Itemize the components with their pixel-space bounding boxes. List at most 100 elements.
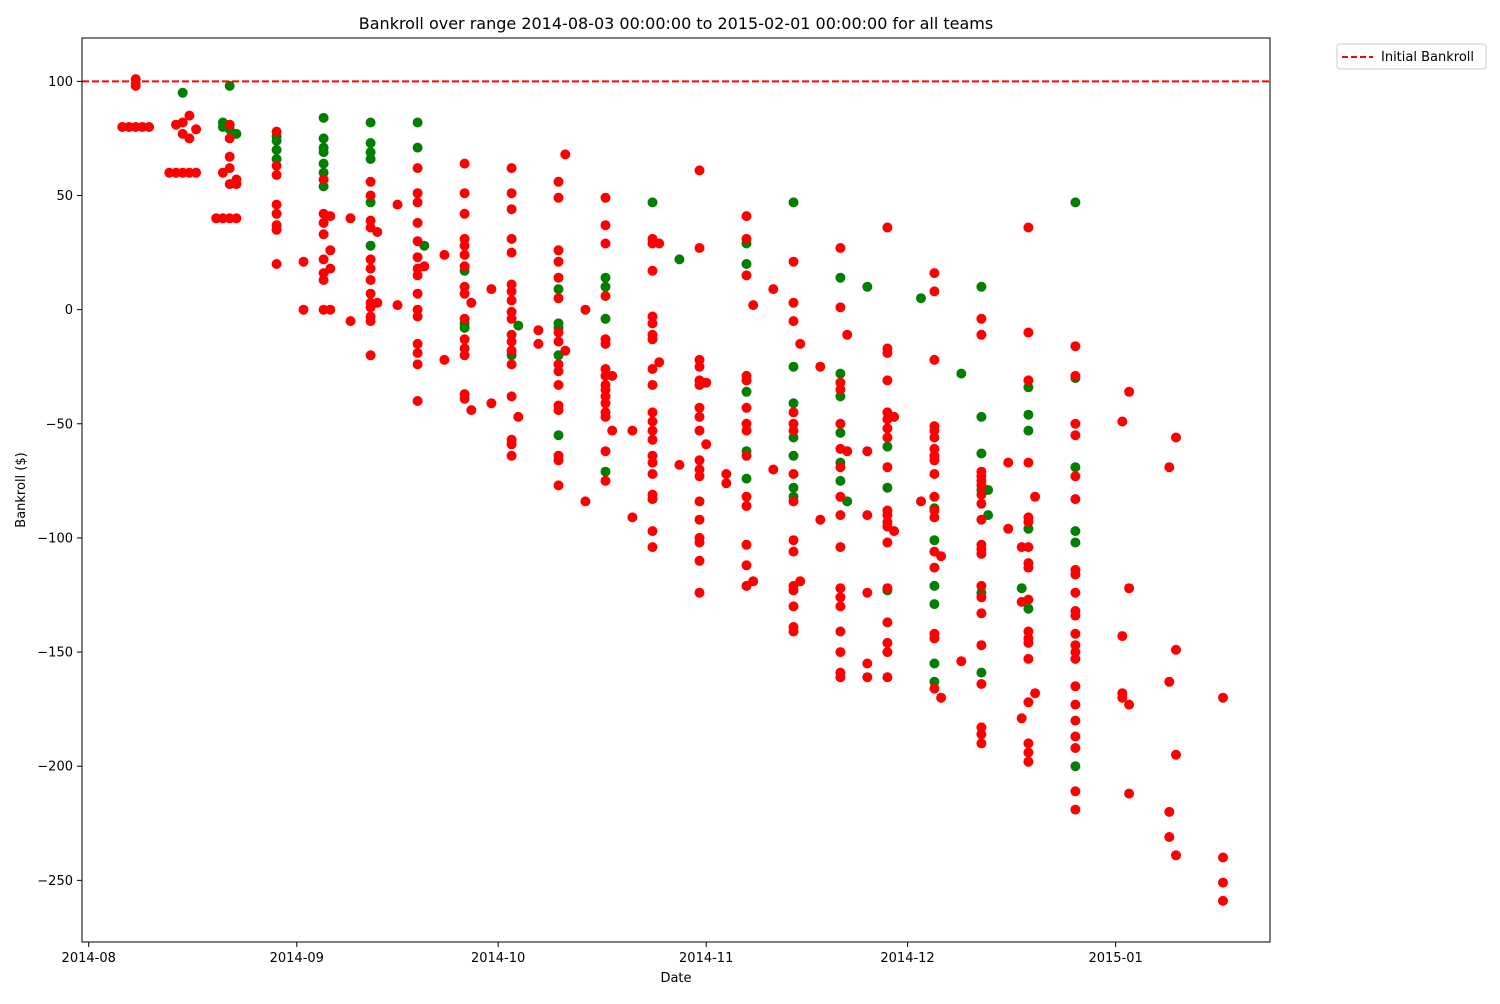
data-point-series1-316: [936, 551, 947, 562]
data-point-series1-88: [439, 249, 450, 260]
data-point-series1-153: [600, 291, 611, 301]
data-point-series1-393: [1124, 788, 1135, 799]
data-point-series1-160: [600, 391, 611, 402]
data-point-series1-133: [553, 256, 564, 267]
data-point-series0-63: [882, 482, 893, 493]
data-point-series1-98: [459, 288, 470, 299]
data-point-series1-352: [1023, 562, 1034, 573]
data-point-series1-402: [1218, 692, 1228, 703]
data-point-series0-68: [929, 535, 940, 546]
data-point-series1-172: [647, 265, 658, 276]
data-point-series1-400: [1171, 749, 1181, 760]
data-point-series1-201: [694, 425, 705, 436]
data-point-series1-72: [412, 163, 423, 174]
data-point-series1-180: [647, 416, 658, 427]
data-point-series1-189: [647, 542, 658, 553]
data-point-series1-365: [1070, 370, 1081, 381]
data-point-series1-320: [976, 329, 987, 340]
data-point-series1-212: [701, 439, 712, 450]
data-point-series1-173: [647, 311, 658, 322]
data-point-series1-215: [741, 211, 752, 222]
data-point-series1-190: [654, 238, 665, 249]
data-point-series1-360: [1023, 747, 1034, 758]
data-point-series1-258: [835, 462, 846, 473]
y-tick-label: −250: [37, 874, 73, 889]
data-point-series1-168: [627, 425, 638, 436]
data-point-series1-117: [506, 306, 517, 317]
data-point-series1-217: [741, 270, 752, 281]
data-point-series0-89: [1070, 462, 1081, 473]
data-point-series1-155: [600, 338, 611, 349]
data-point-series1-128: [533, 325, 544, 336]
data-point-series1-90: [459, 158, 470, 169]
data-point-series1-366: [1070, 418, 1081, 429]
data-point-series0-52: [788, 482, 799, 493]
data-point-series1-80: [412, 288, 423, 299]
data-point-series1-397: [1164, 832, 1175, 842]
data-point-series1-279: [882, 375, 893, 386]
data-point-series1-216: [741, 233, 752, 244]
data-point-series0-83: [1023, 425, 1034, 436]
data-point-series1-276: [882, 222, 893, 233]
data-point-series1-289: [882, 537, 893, 548]
data-point-series0-62: [882, 441, 893, 452]
y-tick-label: 0: [65, 303, 73, 318]
data-point-series1-343: [1016, 713, 1027, 724]
data-point-series1-51: [325, 263, 336, 274]
data-point-series1-176: [647, 334, 658, 345]
data-point-series1-194: [694, 243, 705, 253]
x-tick-label: 2014-10: [471, 951, 525, 966]
data-point-series1-106: [466, 405, 477, 416]
data-point-series0-66: [956, 368, 967, 379]
data-point-series1-364: [1070, 341, 1081, 352]
data-point-series1-350: [1023, 542, 1034, 553]
data-point-series0-44: [741, 386, 752, 397]
data-point-series1-129: [533, 338, 544, 349]
data-point-series0-7: [271, 135, 282, 146]
y-axis-label: Bankroll ($): [14, 452, 29, 527]
data-point-series1-123: [506, 391, 517, 402]
data-point-series0-69: [929, 580, 940, 591]
data-point-series1-302: [929, 425, 940, 436]
data-point-series1-99: [459, 313, 470, 324]
data-point-series1-60: [365, 263, 376, 274]
data-point-series0-22: [365, 240, 376, 251]
data-point-series1-89: [439, 354, 450, 365]
data-point-series1-247: [788, 626, 799, 637]
data-point-series1-149: [580, 496, 591, 507]
data-point-series1-115: [506, 286, 517, 297]
data-point-series1-131: [553, 192, 564, 203]
data-point-series1-264: [835, 601, 846, 612]
data-point-series1-401: [1171, 850, 1181, 861]
data-point-series0-17: [365, 117, 376, 128]
data-point-series1-91: [459, 188, 470, 199]
data-point-series1-219: [741, 375, 752, 386]
data-point-series1-86: [412, 396, 423, 406]
data-point-series1-372: [1070, 587, 1081, 598]
data-point-series1-24: [224, 163, 235, 174]
data-point-series0-51: [788, 450, 799, 461]
data-point-series1-330: [976, 548, 987, 559]
data-point-series1-94: [459, 240, 470, 251]
data-point-series0-81: [1023, 382, 1034, 393]
data-point-series1-310: [929, 512, 940, 523]
data-point-series1-147: [560, 345, 571, 356]
data-point-series1-241: [788, 535, 799, 546]
data-point-series1-145: [553, 480, 564, 491]
data-point-series1-376: [1070, 640, 1081, 651]
data-point-series0-35: [553, 430, 564, 441]
data-point-series1-135: [553, 293, 564, 304]
data-point-series1-76: [412, 236, 423, 247]
data-point-series1-137: [553, 336, 564, 347]
data-point-series1-44: [318, 254, 329, 265]
data-point-series1-111: [506, 204, 517, 215]
data-point-series1-362: [1030, 491, 1041, 502]
data-point-series0-31: [553, 284, 564, 295]
data-point-series1-319: [976, 313, 987, 324]
data-point-series1-275: [862, 672, 873, 683]
data-point-series1-54: [345, 316, 356, 327]
data-point-series0-87: [1070, 197, 1081, 208]
data-point-series1-49: [325, 211, 336, 222]
data-point-series1-122: [506, 359, 517, 370]
data-point-series1-378: [1070, 653, 1081, 664]
